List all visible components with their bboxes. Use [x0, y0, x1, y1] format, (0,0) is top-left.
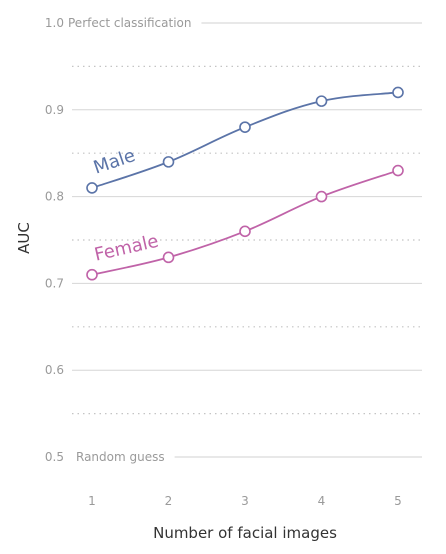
data-point-male [86, 182, 98, 194]
x-tick-label: 4 [318, 494, 326, 508]
data-point-female [162, 251, 175, 264]
y-tick-label: 1.0 [45, 16, 64, 30]
y-tick-label: 0.8 [45, 190, 64, 204]
data-point-female [315, 190, 328, 203]
data-point-male [315, 95, 328, 107]
data-point-male [162, 156, 175, 168]
x-tick-labels: 1 2 3 4 5 [88, 494, 402, 508]
reference-line-label: Random guess [76, 450, 165, 464]
grid-layer [72, 65, 422, 415]
series-label-male: Male [91, 145, 138, 179]
x-tick-label: 2 [165, 494, 173, 508]
data-point-female [392, 164, 404, 177]
data-point-female [239, 225, 251, 238]
series-layer: Male Female [86, 86, 404, 281]
x-tick-label: 3 [241, 494, 249, 508]
x-axis-label: Number of facial images [153, 524, 337, 542]
y-tick-labels: 0.5 0.6 0.7 0.8 0.9 1.0 [45, 16, 64, 464]
reference-line-label: Perfect classification [68, 16, 191, 30]
y-axis-label: AUC [15, 222, 33, 254]
x-tick-label: 1 [88, 494, 96, 508]
data-point-male [239, 121, 251, 133]
y-tick-label: 0.7 [45, 276, 64, 290]
data-point-male [392, 86, 404, 99]
y-tick-label: 0.5 [45, 450, 64, 464]
y-tick-label: 0.9 [45, 103, 64, 117]
y-tick-label: 0.6 [45, 363, 64, 377]
x-tick-label: 5 [394, 494, 402, 508]
series-line-female [91, 169, 399, 276]
series-line-male [91, 91, 399, 189]
series-label-female: Female [92, 231, 160, 266]
data-point-female [86, 268, 98, 281]
reference-lines: Perfect classification Random guess [68, 16, 422, 464]
